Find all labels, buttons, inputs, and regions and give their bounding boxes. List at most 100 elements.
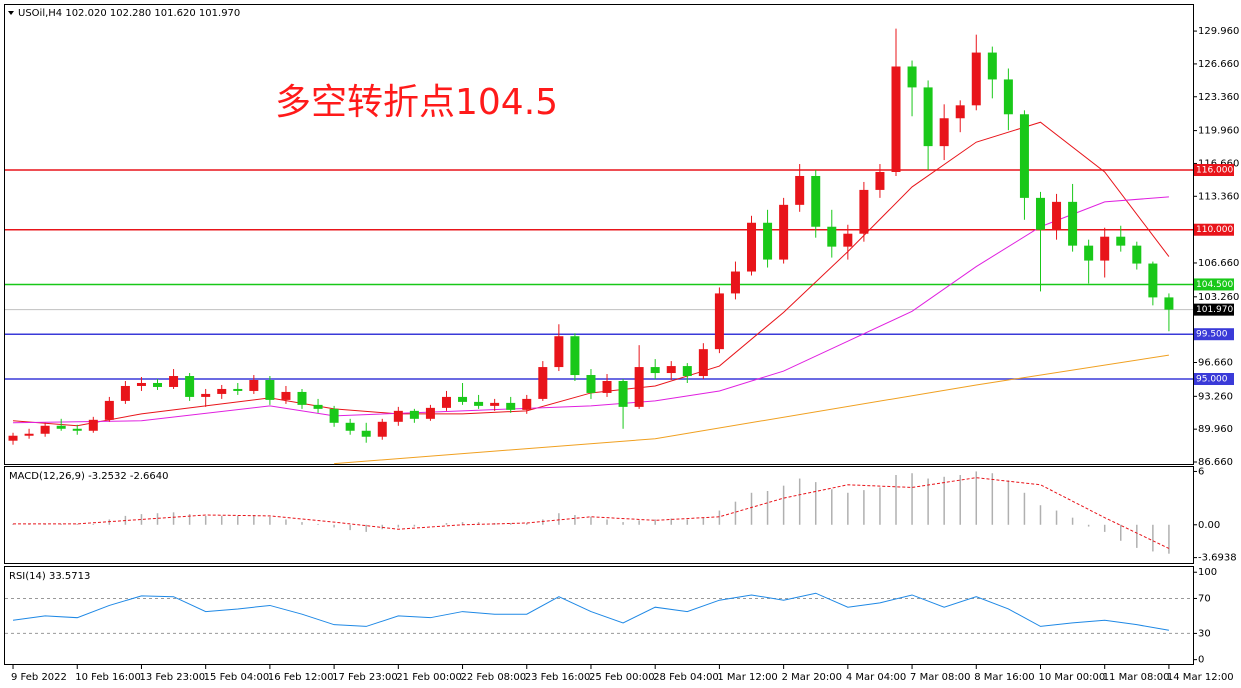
level-label-box xyxy=(1194,223,1234,236)
candle-body xyxy=(506,402,516,410)
level-label-box xyxy=(1194,328,1234,341)
candle-body xyxy=(747,222,757,272)
y-tick-label: 70 xyxy=(1198,593,1211,604)
x-tick-label: 28 Feb 04:00 xyxy=(653,672,719,683)
candle-body xyxy=(297,391,307,405)
x-tick-label: 8 Mar 16:00 xyxy=(974,672,1034,683)
rsi-panel xyxy=(4,566,1194,665)
candle-body xyxy=(971,52,981,106)
macd-signal xyxy=(13,477,1170,549)
candle-body xyxy=(72,428,82,431)
candle-body xyxy=(763,222,773,260)
candle-body xyxy=(843,233,853,247)
x-tick-label: 14 Mar 12:00 xyxy=(1167,672,1234,683)
candle-body xyxy=(586,375,596,393)
menu-arrow[interactable] xyxy=(8,11,14,15)
current-price-label: 101.970 xyxy=(1196,305,1233,315)
x-tick-label: 1 Mar 12:00 xyxy=(717,672,777,683)
x-tick-label: 21 Feb 00:00 xyxy=(396,672,462,683)
y-tick-label: 103.260 xyxy=(1198,292,1239,303)
current-price-box xyxy=(1194,303,1234,316)
candle-body xyxy=(714,293,724,350)
x-tick-label: 13 Feb 23:00 xyxy=(139,672,205,683)
candle-body xyxy=(56,425,66,429)
y-tick-label: -3.6938 xyxy=(1198,553,1237,564)
candle-body xyxy=(666,366,676,374)
chart-title: USOil,H4 102.020 102.280 101.620 101.970 xyxy=(18,8,240,19)
candle-body xyxy=(1003,79,1013,115)
y-tick-label: 0.00 xyxy=(1198,520,1220,531)
y-tick-label: 129.960 xyxy=(1198,26,1239,37)
candle-body xyxy=(265,380,275,400)
y-tick-label: 100 xyxy=(1198,567,1217,578)
candle-body xyxy=(570,336,580,376)
candle-body xyxy=(217,388,227,394)
candle-body xyxy=(602,380,612,393)
candle-body xyxy=(859,189,869,234)
x-tick-label: 4 Mar 04:00 xyxy=(846,672,906,683)
candle-body xyxy=(185,376,195,397)
candle-body xyxy=(40,425,50,434)
y-tick-label: 89.960 xyxy=(1198,424,1233,435)
y-tick-label: 30 xyxy=(1198,628,1211,639)
x-tick-label: 7 Mar 08:00 xyxy=(910,672,970,683)
candle-body xyxy=(1116,236,1126,246)
candle-body xyxy=(201,393,211,397)
x-tick-label: 15 Feb 04:00 xyxy=(204,672,270,683)
x-tick-label: 11 Mar 08:00 xyxy=(1103,672,1170,683)
macd-panel xyxy=(4,466,1194,564)
y-tick-label: 123.360 xyxy=(1198,92,1239,103)
x-tick-label: 10 Feb 16:00 xyxy=(75,672,141,683)
x-tick-label: 10 Mar 00:00 xyxy=(1038,672,1105,683)
y-tick-label: 106.660 xyxy=(1198,258,1239,269)
x-tick-label: 16 Feb 12:00 xyxy=(268,672,334,683)
candle-body xyxy=(8,435,18,441)
candle-body xyxy=(1132,245,1142,264)
candle-body xyxy=(490,402,500,406)
level-label: 116.000 xyxy=(1196,166,1233,176)
candle-body xyxy=(136,382,146,386)
candle-body xyxy=(425,407,435,419)
candle-body xyxy=(281,391,291,400)
candle-body xyxy=(538,367,548,399)
candle-body xyxy=(875,171,885,190)
candle-body xyxy=(618,380,628,407)
candle-body xyxy=(377,421,387,437)
candle-body xyxy=(955,105,965,119)
candle-body xyxy=(634,367,644,407)
candle-body xyxy=(891,66,901,172)
candle-body xyxy=(169,376,179,387)
candle-body xyxy=(554,336,564,368)
y-tick-label: 119.960 xyxy=(1198,126,1239,137)
rsi-line xyxy=(12,592,1170,631)
y-tick-label: 93.260 xyxy=(1198,391,1233,402)
candle-body xyxy=(1148,263,1158,298)
y-tick-label: 116.660 xyxy=(1198,158,1239,169)
candle-body xyxy=(393,410,403,422)
y-tick-label: 0 xyxy=(1198,655,1204,666)
x-tick-label: 25 Feb 00:00 xyxy=(589,672,655,683)
x-tick-label: 2 Mar 20:00 xyxy=(782,672,842,683)
candle-body xyxy=(120,385,130,401)
candle-body xyxy=(682,366,692,377)
y-tick-label: 96.660 xyxy=(1198,357,1233,368)
candle-body xyxy=(923,87,933,147)
candle-body xyxy=(88,419,98,431)
level-label: 99.500 xyxy=(1196,330,1228,340)
candle-body xyxy=(24,433,34,436)
candle-body xyxy=(1019,114,1029,198)
y-tick-label: 126.660 xyxy=(1198,59,1239,70)
candle-body xyxy=(522,398,532,410)
candle-body xyxy=(441,396,451,408)
candle-body xyxy=(1164,297,1174,310)
y-tick-label: 113.360 xyxy=(1198,191,1239,202)
candle-body xyxy=(409,410,419,419)
y-tick-label: 6 xyxy=(1198,466,1204,477)
candle-body xyxy=(345,422,355,431)
main-panel xyxy=(4,4,1194,465)
x-tick-label: 9 Feb 2022 xyxy=(11,672,67,683)
candle-body xyxy=(1035,197,1045,230)
level-label: 110.000 xyxy=(1196,225,1233,235)
